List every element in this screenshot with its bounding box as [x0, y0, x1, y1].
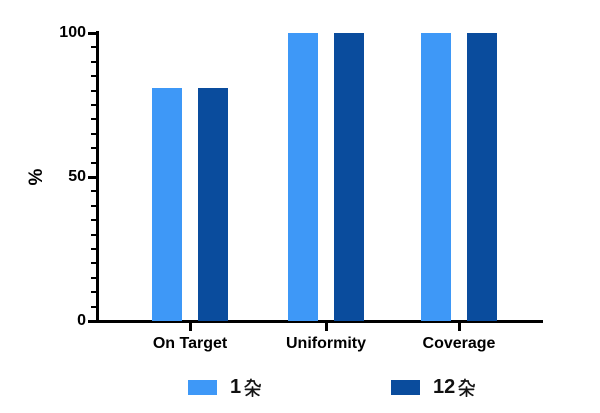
y-minor-tick	[91, 104, 96, 106]
legend-label-12za: 12	[433, 376, 476, 399]
y-major-tick	[88, 319, 96, 323]
y-minor-tick	[91, 60, 96, 63]
x-tick	[324, 323, 328, 331]
y-minor-tick	[91, 190, 96, 193]
za-character-icon	[458, 377, 476, 397]
y-tick-label: 100	[59, 24, 86, 41]
x-category-label: Uniformity	[286, 335, 366, 352]
y-tick-label: 50	[68, 168, 86, 185]
bar-series-1-coverage	[421, 33, 451, 321]
za-character-icon	[244, 377, 262, 397]
y-minor-tick	[91, 262, 96, 265]
y-minor-tick	[91, 305, 96, 308]
x-axis-line	[96, 320, 543, 323]
y-minor-tick	[91, 233, 96, 236]
y-axis-line	[96, 31, 99, 323]
legend: 1 12	[0, 370, 600, 402]
x-category-label: Coverage	[422, 335, 496, 352]
y-minor-tick	[91, 248, 96, 250]
y-minor-tick	[91, 291, 96, 294]
y-minor-tick	[91, 161, 96, 164]
x-category-label: On Target	[152, 335, 228, 352]
y-minor-tick	[91, 118, 96, 121]
bar-series-2-on-target	[198, 87, 228, 321]
bar-series-2-coverage	[467, 33, 497, 321]
y-major-tick	[88, 31, 96, 35]
legend-number: 12	[433, 375, 456, 398]
legend-swatch-1za	[188, 379, 217, 395]
bar-series-1-on-target	[152, 87, 182, 321]
y-minor-tick	[91, 219, 96, 222]
y-minor-tick	[91, 276, 96, 279]
bar-series-2-uniformity	[334, 33, 364, 321]
y-tick-label: 0	[77, 312, 86, 329]
x-tick	[188, 323, 192, 331]
y-minor-tick	[91, 147, 96, 150]
y-minor-tick	[91, 75, 96, 78]
legend-item-12za: 12	[391, 374, 476, 400]
y-minor-tick	[91, 132, 96, 135]
legend-label-1za: 1	[230, 376, 262, 399]
y-minor-tick	[91, 46, 96, 49]
legend-swatch-12za	[391, 379, 420, 395]
x-tick	[457, 323, 461, 331]
legend-item-1za: 1	[188, 374, 262, 400]
y-major-tick	[88, 175, 96, 179]
legend-number: 1	[230, 375, 242, 398]
y-minor-tick	[91, 89, 96, 92]
bar-series-1-uniformity	[288, 33, 318, 321]
y-minor-tick	[91, 204, 96, 207]
